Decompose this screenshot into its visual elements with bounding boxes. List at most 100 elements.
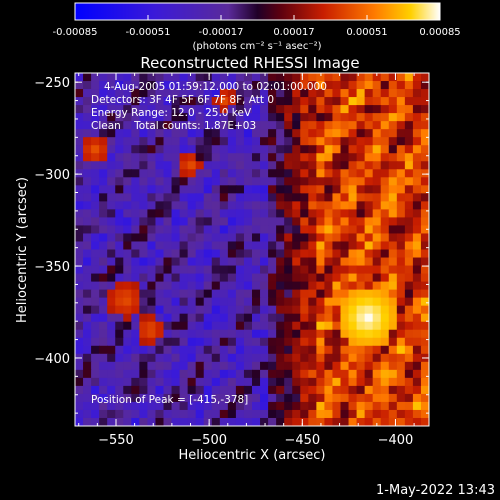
- heatmap-cell: [412, 177, 422, 186]
- heatmap-cell: [260, 233, 269, 243]
- heatmap-cell: [219, 193, 229, 202]
- heatmap-cell: [91, 193, 100, 202]
- heatmap-cell: [340, 129, 350, 138]
- heatmap-cell: [380, 353, 390, 363]
- heatmap-cell: [179, 273, 189, 283]
- heatmap-cell: [219, 249, 229, 259]
- heatmap-cell: [356, 337, 366, 347]
- heatmap-cell: [211, 217, 221, 227]
- heatmap-cell: [107, 321, 116, 331]
- heatmap-cell: [83, 329, 92, 339]
- heatmap-cell: [83, 97, 92, 106]
- heatmap-cell: [235, 409, 245, 419]
- heatmap-cell: [364, 121, 374, 130]
- heatmap-cell: [123, 113, 132, 122]
- heatmap-cell: [308, 409, 317, 419]
- heatmap-cell: [284, 313, 293, 323]
- heatmap-cell: [356, 113, 366, 122]
- heatmap-cell: [99, 297, 108, 307]
- heatmap-cell: [75, 265, 84, 275]
- heatmap-cell: [412, 233, 422, 243]
- heatmap-cell: [195, 105, 205, 114]
- heatmap-cell: [348, 161, 358, 170]
- heatmap-cell: [308, 129, 317, 138]
- heatmap-cell: [187, 273, 197, 283]
- heatmap-cell: [332, 273, 342, 283]
- heatmap-cell: [131, 369, 140, 379]
- heatmap-cell: [195, 233, 205, 243]
- heatmap-cell: [115, 401, 124, 411]
- heatmap-cell: [75, 417, 84, 426]
- heatmap-cell: [211, 161, 221, 170]
- heatmap-cell: [292, 321, 301, 331]
- heatmap-cell: [227, 305, 237, 315]
- heatmap-cell: [380, 289, 390, 299]
- heatmap-cell: [276, 377, 285, 387]
- x-tick-label: −400: [378, 433, 414, 448]
- heatmap-cell: [396, 353, 406, 363]
- heatmap-cell: [171, 177, 181, 186]
- heatmap-cell: [364, 153, 374, 162]
- heatmap-cell: [83, 249, 92, 259]
- heatmap-cell: [155, 409, 165, 419]
- heatmap-cell: [155, 313, 165, 323]
- heatmap-cell: [332, 345, 342, 355]
- heatmap-cell: [155, 97, 165, 106]
- heatmap-cell: [227, 201, 237, 210]
- heatmap-cell: [91, 305, 100, 315]
- heatmap-cell: [99, 217, 108, 227]
- heatmap-cell: [155, 385, 165, 395]
- heatmap-cell: [123, 329, 132, 339]
- heatmap-cell: [300, 313, 309, 323]
- y-axis-label: Heliocentric Y (arcsec): [15, 177, 30, 323]
- heatmap-cell: [131, 265, 140, 275]
- heatmap-cell: [131, 177, 140, 186]
- heatmap-cell: [308, 313, 317, 323]
- heatmap-cell: [388, 105, 398, 114]
- heatmap-cell: [276, 169, 285, 178]
- heatmap-cell: [235, 209, 245, 219]
- heatmap-cell: [203, 129, 213, 138]
- heatmap-cell: [163, 169, 173, 178]
- heatmap-cell: [91, 297, 100, 307]
- heatmap-cell: [412, 337, 422, 347]
- heatmap-cell: [195, 81, 205, 90]
- heatmap-cell: [308, 145, 317, 154]
- heatmap-cell: [260, 225, 269, 235]
- heatmap-cell: [284, 73, 293, 82]
- heatmap-cell: [107, 273, 116, 283]
- heatmap-cell: [404, 385, 414, 395]
- heatmap-cell: [163, 273, 173, 283]
- heatmap-cell: [75, 401, 84, 411]
- heatmap-cell: [388, 217, 398, 227]
- heatmap-cell: [179, 305, 189, 315]
- heatmap-cell: [388, 121, 398, 130]
- heatmap-cell: [147, 385, 157, 395]
- heatmap-cell: [211, 177, 221, 186]
- heatmap-cell: [131, 233, 140, 243]
- heatmap-cell: [284, 153, 293, 162]
- heatmap-cell: [404, 97, 414, 106]
- heatmap-cell: [356, 345, 366, 355]
- heatmap-cell: [284, 401, 293, 411]
- heatmap-cell: [219, 225, 229, 235]
- heatmap-cell: [252, 417, 261, 426]
- heatmap-cell: [147, 217, 157, 227]
- heatmap-cell: [252, 121, 261, 130]
- heatmap-cell: [243, 345, 253, 355]
- heatmap-cell: [324, 177, 334, 186]
- heatmap-cell: [147, 369, 157, 379]
- heatmap-cell: [276, 153, 285, 162]
- heatmap-cell: [372, 281, 382, 291]
- heatmap-cell: [284, 225, 293, 235]
- annotation-time: 4-Aug-2005 01:59:12.000 to 02:01:00.000: [104, 81, 327, 93]
- heatmap-cell: [292, 337, 301, 347]
- heatmap-cell: [404, 73, 414, 82]
- heatmap-cell: [211, 401, 221, 411]
- heatmap-cell: [179, 169, 189, 178]
- heatmap-cell: [243, 305, 253, 315]
- heatmap-cell: [348, 177, 358, 186]
- heatmap-cell: [139, 129, 149, 138]
- heatmap-cell: [147, 313, 157, 323]
- heatmap-cell: [139, 417, 149, 426]
